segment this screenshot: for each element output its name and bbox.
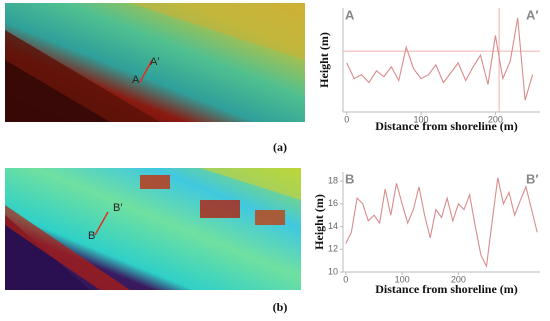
corner-label-start: A xyxy=(345,7,355,22)
y-tick-label: 18 xyxy=(328,175,338,185)
y-tick-label: 14 xyxy=(328,221,338,231)
corner-label-end: B′ xyxy=(526,171,539,186)
x-tick-label: 0 xyxy=(344,114,349,124)
panel-label: (b) xyxy=(273,300,288,314)
x-tick-label: 0 xyxy=(343,274,348,284)
x-tick-label: 100 xyxy=(414,114,429,124)
map-label-start: A xyxy=(132,74,140,86)
y-tick-label: 12 xyxy=(328,244,338,254)
y-tick-label: 16 xyxy=(328,198,338,208)
y-axis-label: Height (m) xyxy=(317,32,331,88)
y-axis-label: Height (m) xyxy=(312,194,326,250)
x-axis-label: Distance from shoreline (m) xyxy=(375,282,518,296)
panel-label: (a) xyxy=(273,140,287,154)
height-map-b xyxy=(5,168,301,290)
profile-line xyxy=(345,177,538,269)
x-tick-label: 200 xyxy=(488,114,503,124)
x-tick-label: 200 xyxy=(451,274,466,284)
height-map-a xyxy=(5,3,305,122)
profile-line xyxy=(346,17,534,101)
map-label-start: B xyxy=(88,230,95,242)
x-tick-label: 100 xyxy=(395,274,410,284)
corner-label-start: B xyxy=(345,171,354,186)
map-label-end: B′ xyxy=(113,202,122,214)
y-tick-label: 10 xyxy=(328,266,338,276)
corner-label-end: A′ xyxy=(526,7,539,22)
map-label-end: A′ xyxy=(150,56,159,68)
x-axis-label: Distance from shoreline (m) xyxy=(375,119,518,133)
